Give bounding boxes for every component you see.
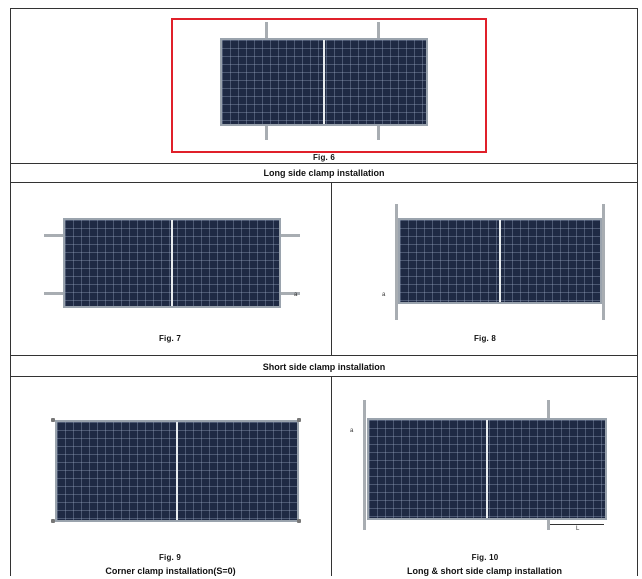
fig10-panel-divider — [486, 420, 488, 518]
fig8-solar-panel — [398, 218, 602, 304]
fig6-panel-divider — [323, 40, 325, 124]
fig10-dimension-mark-l: L — [576, 526, 580, 532]
long-side-title: Long side clamp installation — [263, 168, 385, 178]
fig9-solar-panel — [55, 420, 299, 522]
row-divider-3 — [10, 355, 638, 356]
fig10-dimension-arrow — [550, 524, 604, 525]
fig6-solar-panel — [220, 38, 428, 126]
fig10-dimension-mark-a: a — [350, 428, 354, 434]
corner-clamp-title: Corner clamp installation(S=0) — [105, 566, 236, 576]
fig7-solar-panel — [63, 218, 281, 308]
fig9-caption: Fig. 9 — [158, 553, 182, 562]
fig7-caption: Fig. 7 — [158, 334, 182, 343]
fig8-rail-left — [395, 204, 398, 320]
fig8-rail-right — [602, 204, 605, 320]
fig8-dimension-mark: a — [382, 292, 386, 298]
fig9-corner-clamp-tl — [51, 418, 55, 422]
column-divider-1 — [331, 182, 332, 355]
fig9-panel-divider — [176, 422, 178, 520]
fig6-caption: Fig. 6 — [312, 153, 336, 162]
fig10-solar-panel — [367, 418, 607, 520]
table-border-top — [10, 8, 638, 9]
table-border-right — [637, 8, 638, 576]
fig8-panel-divider — [499, 220, 501, 302]
fig7-panel-divider — [171, 220, 173, 306]
fig9-corner-clamp-tr — [297, 418, 301, 422]
column-divider-2 — [331, 376, 332, 576]
fig7-dimension-mark: a — [294, 292, 298, 298]
row-divider-1 — [10, 163, 638, 164]
fig10-rail-left — [363, 400, 366, 530]
table-border-left — [10, 8, 11, 576]
short-side-title: Short side clamp installation — [262, 362, 386, 372]
fig8-caption: Fig. 8 — [473, 334, 497, 343]
row-divider-4 — [10, 376, 638, 377]
fig6-highlight-box — [171, 18, 487, 153]
row-divider-2 — [10, 182, 638, 183]
fig9-corner-clamp-br — [297, 519, 301, 523]
installation-figures-table: Fig. 6 Long side clamp installation a Fi… — [10, 8, 638, 576]
fig9-corner-clamp-bl — [51, 519, 55, 523]
fig10-caption: Fig. 10 — [471, 553, 499, 562]
long-short-clamp-title: Long & short side clamp installation — [406, 566, 563, 576]
